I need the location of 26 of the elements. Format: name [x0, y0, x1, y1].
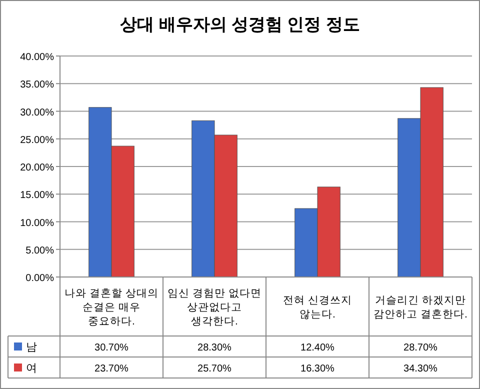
data-label: 12.40%: [300, 342, 335, 354]
y-tick-label: 10.00%: [20, 218, 54, 229]
legend: 여: [14, 362, 37, 374]
y-tick-label: 15.00%: [20, 190, 54, 202]
y-tick-label: 35.00%: [20, 80, 54, 91]
x-tick-label: 거슬리긴 하겠지만 감안하고 결혼한다.: [374, 294, 468, 320]
y-tick-label: 25.00%: [20, 134, 54, 146]
x-tick-label: 전혀 신경쓰지 않는다.: [283, 294, 352, 320]
data-label: 23.70%: [94, 364, 129, 374]
data-label: 34.30%: [404, 364, 438, 374]
y-tick-label: 40.00%: [20, 52, 54, 63]
x-tick-label: 나와 결혼할 상대의 순결은 매우 중요하다.: [64, 288, 158, 328]
data-label: 28.70%: [404, 342, 438, 354]
x-tick-label: 임신 경험만 없다면 상관없다고 생각한다.: [168, 288, 262, 328]
legend-label: 남: [26, 342, 37, 354]
legend-label: 여: [26, 362, 37, 374]
chart-title: 상대 배우자의 성경험 인정 정도: [120, 15, 360, 34]
y-tick-label: 5.00%: [26, 245, 54, 256]
y-tick-label: 0.00%: [26, 273, 54, 284]
y-tick-label: 20.00%: [20, 162, 54, 174]
data-label: 28.30%: [198, 342, 232, 354]
legend: 남: [14, 342, 37, 354]
data-label: 16.30%: [300, 364, 335, 374]
data-label: 30.70%: [94, 342, 129, 354]
data-label: 25.70%: [198, 364, 232, 374]
y-tick-label: 30.00%: [20, 107, 54, 118]
